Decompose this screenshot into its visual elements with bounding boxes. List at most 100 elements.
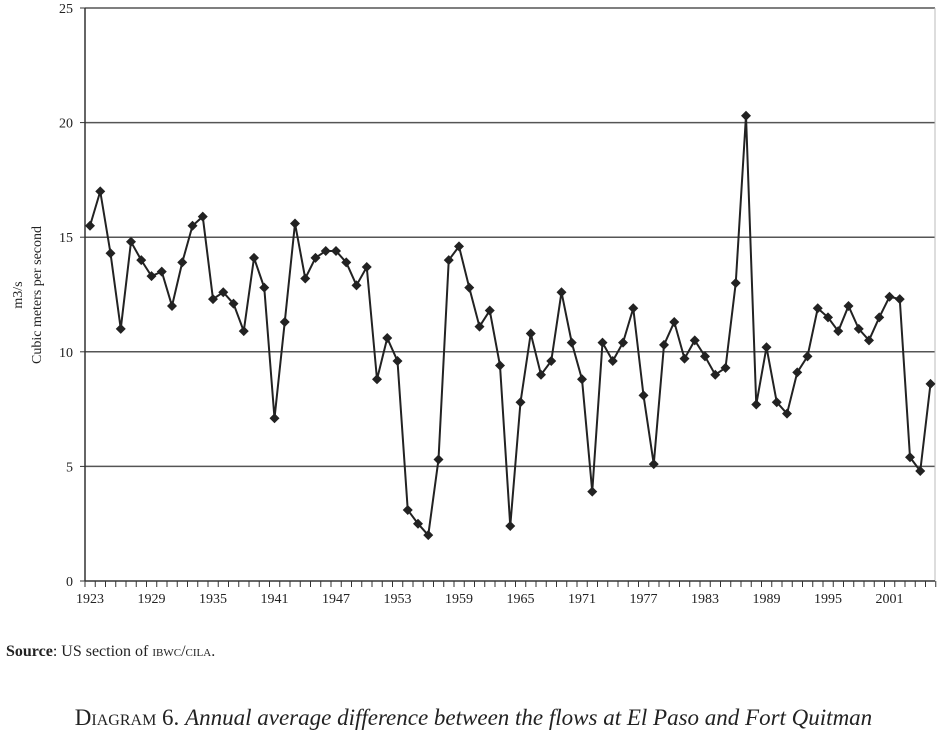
data-point <box>577 374 587 385</box>
data-point <box>884 291 895 302</box>
data-point <box>269 413 280 424</box>
data-point <box>864 335 874 346</box>
data-point <box>874 312 885 323</box>
data-point <box>228 298 239 309</box>
data-point <box>392 355 403 366</box>
data-point <box>843 300 854 311</box>
data-point <box>361 261 372 272</box>
data-point <box>279 317 290 328</box>
data-point <box>628 303 639 314</box>
data-point <box>115 323 126 334</box>
data-point <box>771 397 782 408</box>
data-point <box>915 465 926 476</box>
figure-caption: Diagram 6. Annual average difference bet… <box>0 705 947 731</box>
data-point <box>259 282 270 293</box>
data-point <box>372 374 382 385</box>
source-end: . <box>211 643 216 660</box>
y-tick-label: 0 <box>66 575 73 590</box>
data-point <box>454 241 464 252</box>
data-point <box>833 326 844 337</box>
data-point <box>823 312 833 323</box>
data-point <box>249 252 259 263</box>
data-point <box>792 367 803 378</box>
x-tick-label: 1971 <box>568 592 596 607</box>
data-point <box>197 211 208 222</box>
data-point <box>689 335 700 346</box>
data-point <box>156 266 167 277</box>
data-point <box>464 282 475 293</box>
data-point <box>423 530 434 541</box>
x-tick-label: 1989 <box>753 592 781 607</box>
data-point <box>146 271 157 282</box>
x-tick-label: 1959 <box>445 592 473 607</box>
data-point <box>659 339 669 350</box>
data-point <box>556 287 567 298</box>
data-point <box>648 459 659 470</box>
data-point <box>751 399 762 410</box>
y-tick-label: 15 <box>59 231 73 246</box>
source-text: : US section of <box>52 643 153 660</box>
data-point <box>238 326 249 337</box>
x-tick-label: 1983 <box>691 592 719 607</box>
line-chart: 0 5 10 15 20 25 1923 1929 1935 1941 1947 1953 1959 19… <box>11 2 937 607</box>
x-tick-label: 2001 <box>876 592 904 607</box>
caption-number: Diagram 6. <box>74 705 180 730</box>
data-point <box>331 245 341 256</box>
data-point <box>638 390 649 401</box>
series-line <box>89 115 932 538</box>
data-point <box>95 186 106 197</box>
data-point <box>85 220 95 231</box>
data-point <box>105 248 116 259</box>
data-point <box>761 342 772 353</box>
data-point <box>730 278 741 289</box>
data-point <box>525 328 536 339</box>
y-axis-unit: m3/s <box>11 281 26 308</box>
source-label: Source <box>6 643 53 660</box>
data-point <box>597 337 608 348</box>
data-point <box>310 252 321 263</box>
data-point <box>894 294 905 305</box>
data-point <box>126 236 136 247</box>
y-tick-label: 25 <box>59 2 73 17</box>
data-point <box>300 273 311 284</box>
x-tick-label: 1947 <box>322 592 350 607</box>
x-tick-label: 1965 <box>507 592 535 607</box>
data-point <box>433 454 444 465</box>
data-point <box>382 333 393 344</box>
y-tick-label: 5 <box>66 460 73 475</box>
data-point <box>505 520 516 531</box>
x-tick-label: 1977 <box>630 592 658 607</box>
data-point <box>546 355 557 366</box>
caption-title: Annual average difference between the fl… <box>185 705 873 730</box>
data-point <box>177 257 188 268</box>
data-point <box>495 360 505 371</box>
x-tick-label: 1995 <box>814 592 842 607</box>
x-tick-label: 1923 <box>76 592 104 607</box>
y-axis-label: Cubic meters per second <box>30 226 45 364</box>
data-point <box>484 305 495 316</box>
data-point <box>320 245 331 256</box>
data-point <box>710 369 721 380</box>
data-point <box>218 287 229 298</box>
data-point <box>351 280 362 291</box>
data-point <box>587 486 598 497</box>
data-point <box>167 300 177 311</box>
data-point <box>925 378 936 389</box>
y-tick-label: 10 <box>59 346 73 361</box>
x-tick-label: 1953 <box>384 592 412 607</box>
data-point <box>341 257 352 268</box>
data-point <box>669 317 680 328</box>
data-point <box>853 323 864 334</box>
data-point <box>607 355 618 366</box>
data-point <box>402 504 413 515</box>
data-point <box>187 220 198 231</box>
data-point <box>741 110 751 121</box>
data-point <box>802 351 813 362</box>
data-point <box>812 303 823 314</box>
x-tick-label: 1929 <box>138 592 166 607</box>
y-tick-label: 20 <box>59 117 73 132</box>
data-point <box>443 255 454 266</box>
x-tick-label: 1941 <box>261 592 289 607</box>
data-point <box>474 321 485 332</box>
source-note: Source: US section of ibwc/cila. <box>6 643 215 661</box>
